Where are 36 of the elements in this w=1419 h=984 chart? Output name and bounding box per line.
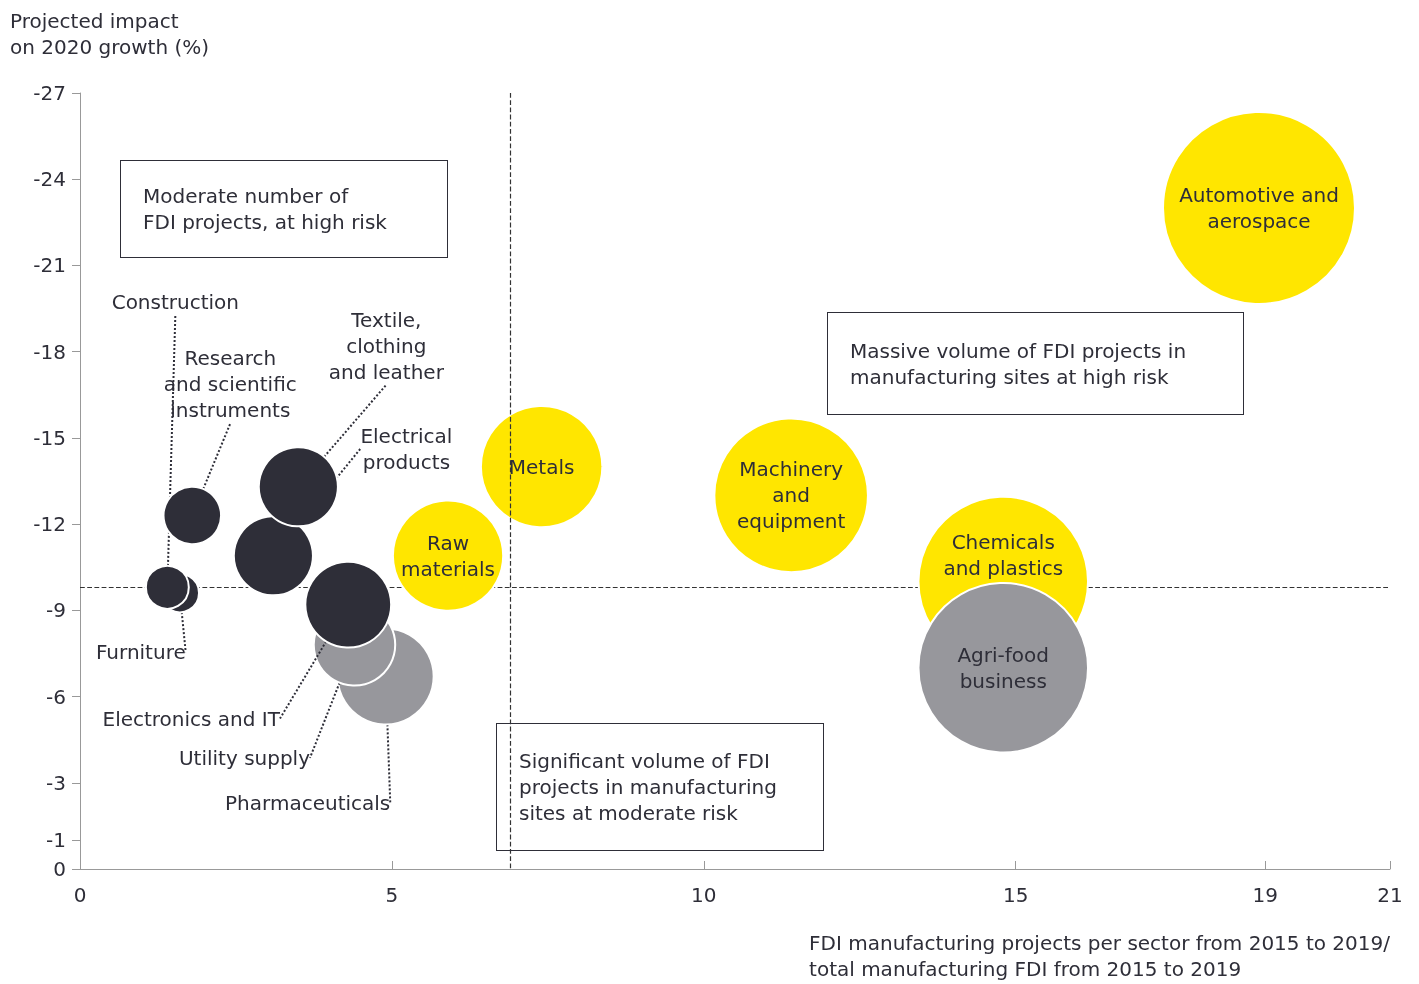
text: Textile, clothing and leather <box>328 307 445 384</box>
y-tick-label: -6 <box>46 684 66 709</box>
series-label: Metals <box>508 454 575 479</box>
y-tick-label: -21 <box>33 253 66 278</box>
y-tick-label: 0 <box>53 857 66 881</box>
y-tick-label: -9 <box>46 598 66 623</box>
y-tick-label: -1 <box>46 828 66 853</box>
text: Electronics and IT <box>102 706 281 731</box>
x-tick-label: 21 <box>1377 883 1403 907</box>
y-axis-title: Projected impact on 2020 growth (%) <box>10 9 210 59</box>
y-tick-label: -24 <box>33 167 66 192</box>
series-label: Agri-food business <box>957 642 1050 693</box>
note-box: Moderate number of FDI projects, at high risk <box>120 160 448 258</box>
y-tick-label: -15 <box>33 425 66 450</box>
text: Electrical products <box>360 423 453 474</box>
y-tick-label: -3 <box>46 770 66 795</box>
series-label: Raw materials <box>401 530 495 581</box>
series-label: Automotive and aerospace <box>1179 182 1339 233</box>
x-axis-title: FDI manufacturing projects per sector from 2015 to 2019/ total manufacturing FDI from 2015 to 2019 <box>809 931 1391 981</box>
text: Research and scientific instruments <box>163 346 297 423</box>
y-tick-label: -12 <box>33 512 66 537</box>
x-tick-label: 10 <box>691 883 717 907</box>
series-label: Machinery and equipment <box>737 457 846 534</box>
note-box: Massive volume of FDI projects in manufacturing sites at high risk <box>827 312 1244 415</box>
series-label: Furniture <box>95 640 186 665</box>
x-tick-label: 0 <box>73 883 87 907</box>
series-label: Chemicals and plastics <box>943 529 1064 580</box>
text: Pharmaceuticals <box>225 791 391 816</box>
text: Construction <box>111 290 240 315</box>
note-box: Significant volume of FDI projects in manufacturing sites at moderate risk <box>496 723 824 851</box>
x-tick-label: 5 <box>385 883 399 907</box>
y-tick-label: -18 <box>33 339 66 364</box>
x-tick-label: 15 <box>1002 883 1029 907</box>
y-tick-label: -27 <box>33 81 66 105</box>
text: Utility supply <box>178 745 311 770</box>
x-tick-label: 19 <box>1252 883 1278 907</box>
